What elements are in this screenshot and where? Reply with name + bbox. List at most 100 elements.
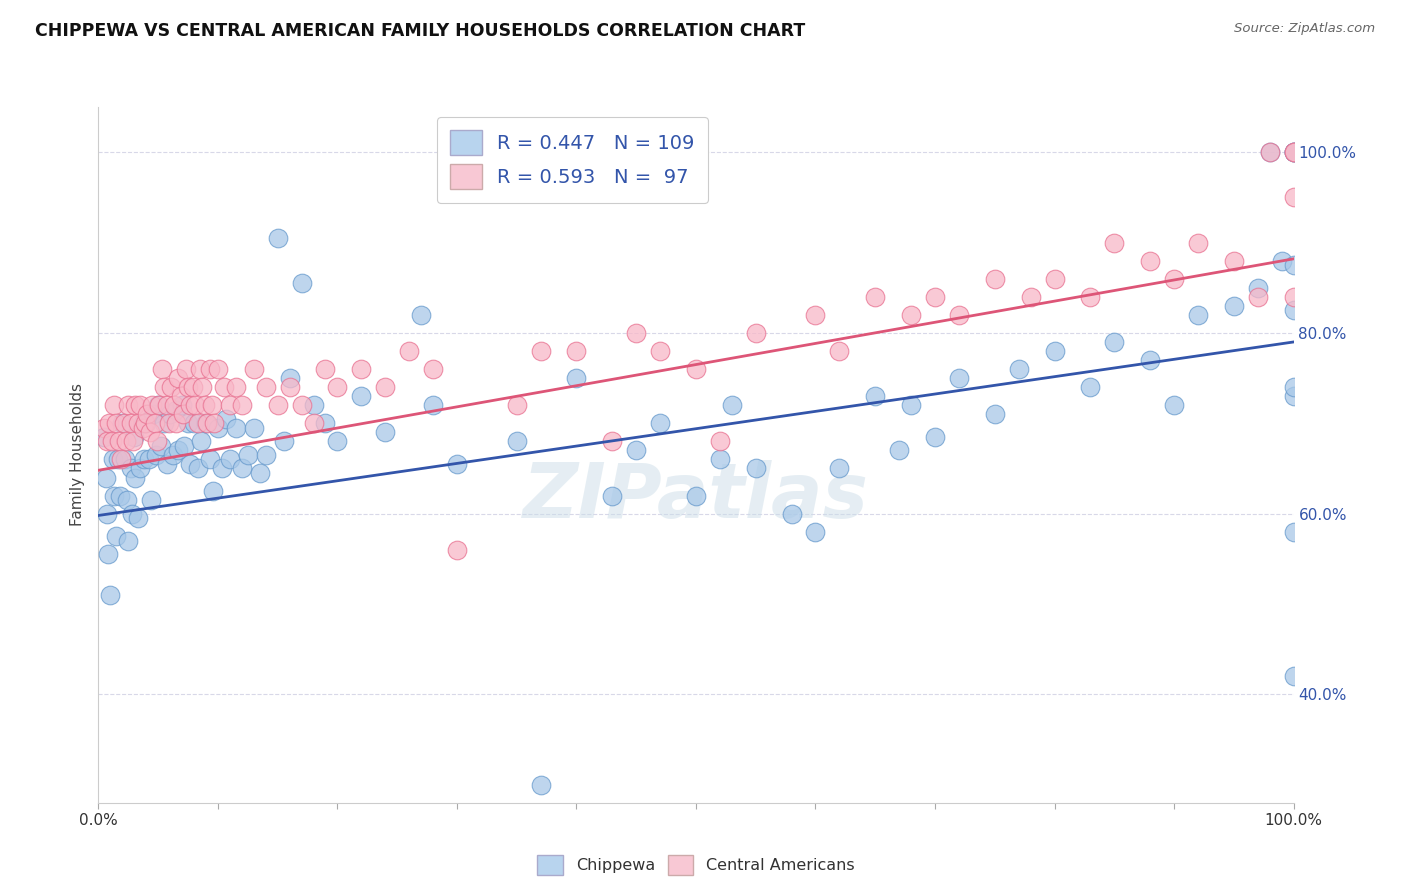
Point [96,507,118,521]
Point [648,344,672,359]
Point [315,417,337,431]
Point [194,398,217,412]
Point [120,417,142,431]
Point [107,452,129,467]
Point [1102,235,1125,250]
Point [685,489,707,503]
Point [422,362,444,376]
Point [179,457,201,471]
Point [184,398,207,412]
Point [172,398,194,412]
Point [149,439,172,453]
Point [1282,290,1305,304]
Point [273,434,295,449]
Point [155,457,177,471]
Point [374,425,396,440]
Point [326,434,349,449]
Point [804,308,827,322]
Point [212,380,235,394]
Point [565,344,588,359]
Point [145,448,167,462]
Point [1102,334,1125,349]
Point [100,434,122,449]
Point [159,407,181,421]
Text: CHIPPEWA VS CENTRAL AMERICAN FAMILY HOUSEHOLDS CORRELATION CHART: CHIPPEWA VS CENTRAL AMERICAN FAMILY HOUS… [35,22,806,40]
Point [115,493,138,508]
Point [948,371,970,385]
Point [267,231,290,245]
Point [254,380,277,394]
Point [602,489,624,503]
Point [1080,380,1102,394]
Point [506,434,529,449]
Point [105,529,128,543]
Point [135,417,157,431]
Point [350,362,373,376]
Point [315,362,337,376]
Point [924,430,946,444]
Point [1043,344,1066,359]
Point [863,389,887,403]
Point [142,407,165,421]
Point [143,417,166,431]
Point [157,417,180,431]
Point [110,452,132,467]
Point [167,371,190,385]
Point [626,326,648,340]
Point [129,398,152,412]
Point [1139,353,1161,368]
Point [117,533,139,548]
Point [1282,669,1305,683]
Point [231,461,253,475]
Point [177,380,200,394]
Point [94,470,117,484]
Point [1282,145,1305,160]
Point [172,407,194,421]
Point [1163,398,1185,412]
Point [529,344,551,359]
Point [278,371,301,385]
Point [1019,290,1042,304]
Point [191,380,214,394]
Point [124,430,146,444]
Point [900,308,922,322]
Y-axis label: Family Households: Family Households [70,384,86,526]
Point [411,308,433,322]
Point [374,380,396,394]
Point [1163,271,1185,285]
Point [984,271,1007,285]
Point [1222,253,1246,268]
Point [565,371,588,385]
Point [107,434,129,449]
Point [187,417,209,431]
Point [506,398,529,412]
Point [1282,145,1305,160]
Point [96,434,118,449]
Point [267,398,290,412]
Point [173,439,195,453]
Point [350,389,373,403]
Point [984,407,1007,421]
Point [745,461,768,475]
Text: Source: ZipAtlas.com: Source: ZipAtlas.com [1234,22,1375,36]
Point [108,489,131,503]
Point [181,380,204,394]
Point [183,417,205,431]
Point [202,417,225,431]
Point [278,380,301,394]
Point [685,362,707,376]
Point [207,362,229,376]
Point [207,421,229,435]
Point [302,417,325,431]
Point [198,362,221,376]
Point [924,290,946,304]
Point [446,542,468,557]
Point [626,443,648,458]
Point [120,461,142,475]
Point [302,398,325,412]
Point [93,421,115,435]
Point [190,434,212,449]
Point [160,380,183,394]
Point [709,452,731,467]
Point [129,461,152,475]
